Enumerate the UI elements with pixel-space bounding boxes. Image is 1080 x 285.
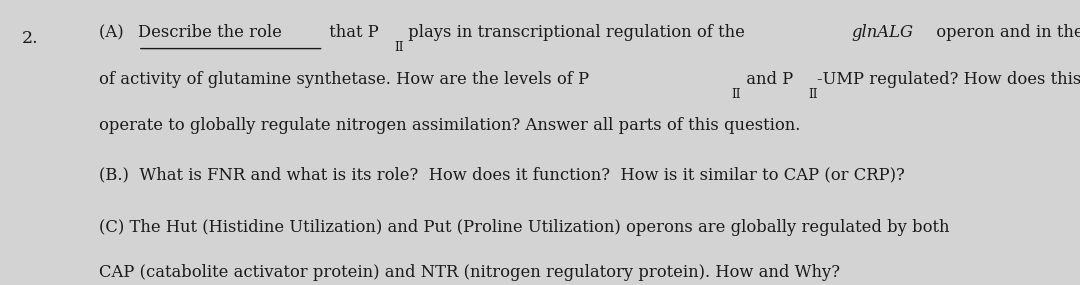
Text: CAP (catabolite activator protein) and NTR (nitrogen regulatory protein). How an: CAP (catabolite activator protein) and N… [99, 264, 840, 281]
Text: (A): (A) [99, 24, 130, 41]
Text: II: II [732, 88, 741, 101]
Text: -UMP regulated? How does this system: -UMP regulated? How does this system [818, 71, 1080, 88]
Text: that P: that P [324, 24, 378, 41]
Text: glnALG: glnALG [851, 24, 914, 41]
Text: operon and in the regulation: operon and in the regulation [931, 24, 1080, 41]
Text: (C) The Hut (Histidine Utilization) and Put (Proline Utilization) operons are gl: (C) The Hut (Histidine Utilization) and … [99, 219, 950, 237]
Text: II: II [808, 88, 818, 101]
Text: Describe the role: Describe the role [138, 24, 282, 41]
Text: plays in transcriptional regulation of the: plays in transcriptional regulation of t… [403, 24, 751, 41]
Text: 2.: 2. [22, 30, 38, 47]
Text: operate to globally regulate nitrogen assimilation? Answer all parts of this que: operate to globally regulate nitrogen as… [99, 117, 800, 134]
Text: II: II [394, 41, 404, 54]
Text: of activity of glutamine synthetase. How are the levels of P: of activity of glutamine synthetase. How… [99, 71, 590, 88]
Text: (B.)  What is FNR and what is its role?  How does it function?  How is it simila: (B.) What is FNR and what is its role? H… [99, 167, 905, 184]
Text: and P: and P [741, 71, 793, 88]
